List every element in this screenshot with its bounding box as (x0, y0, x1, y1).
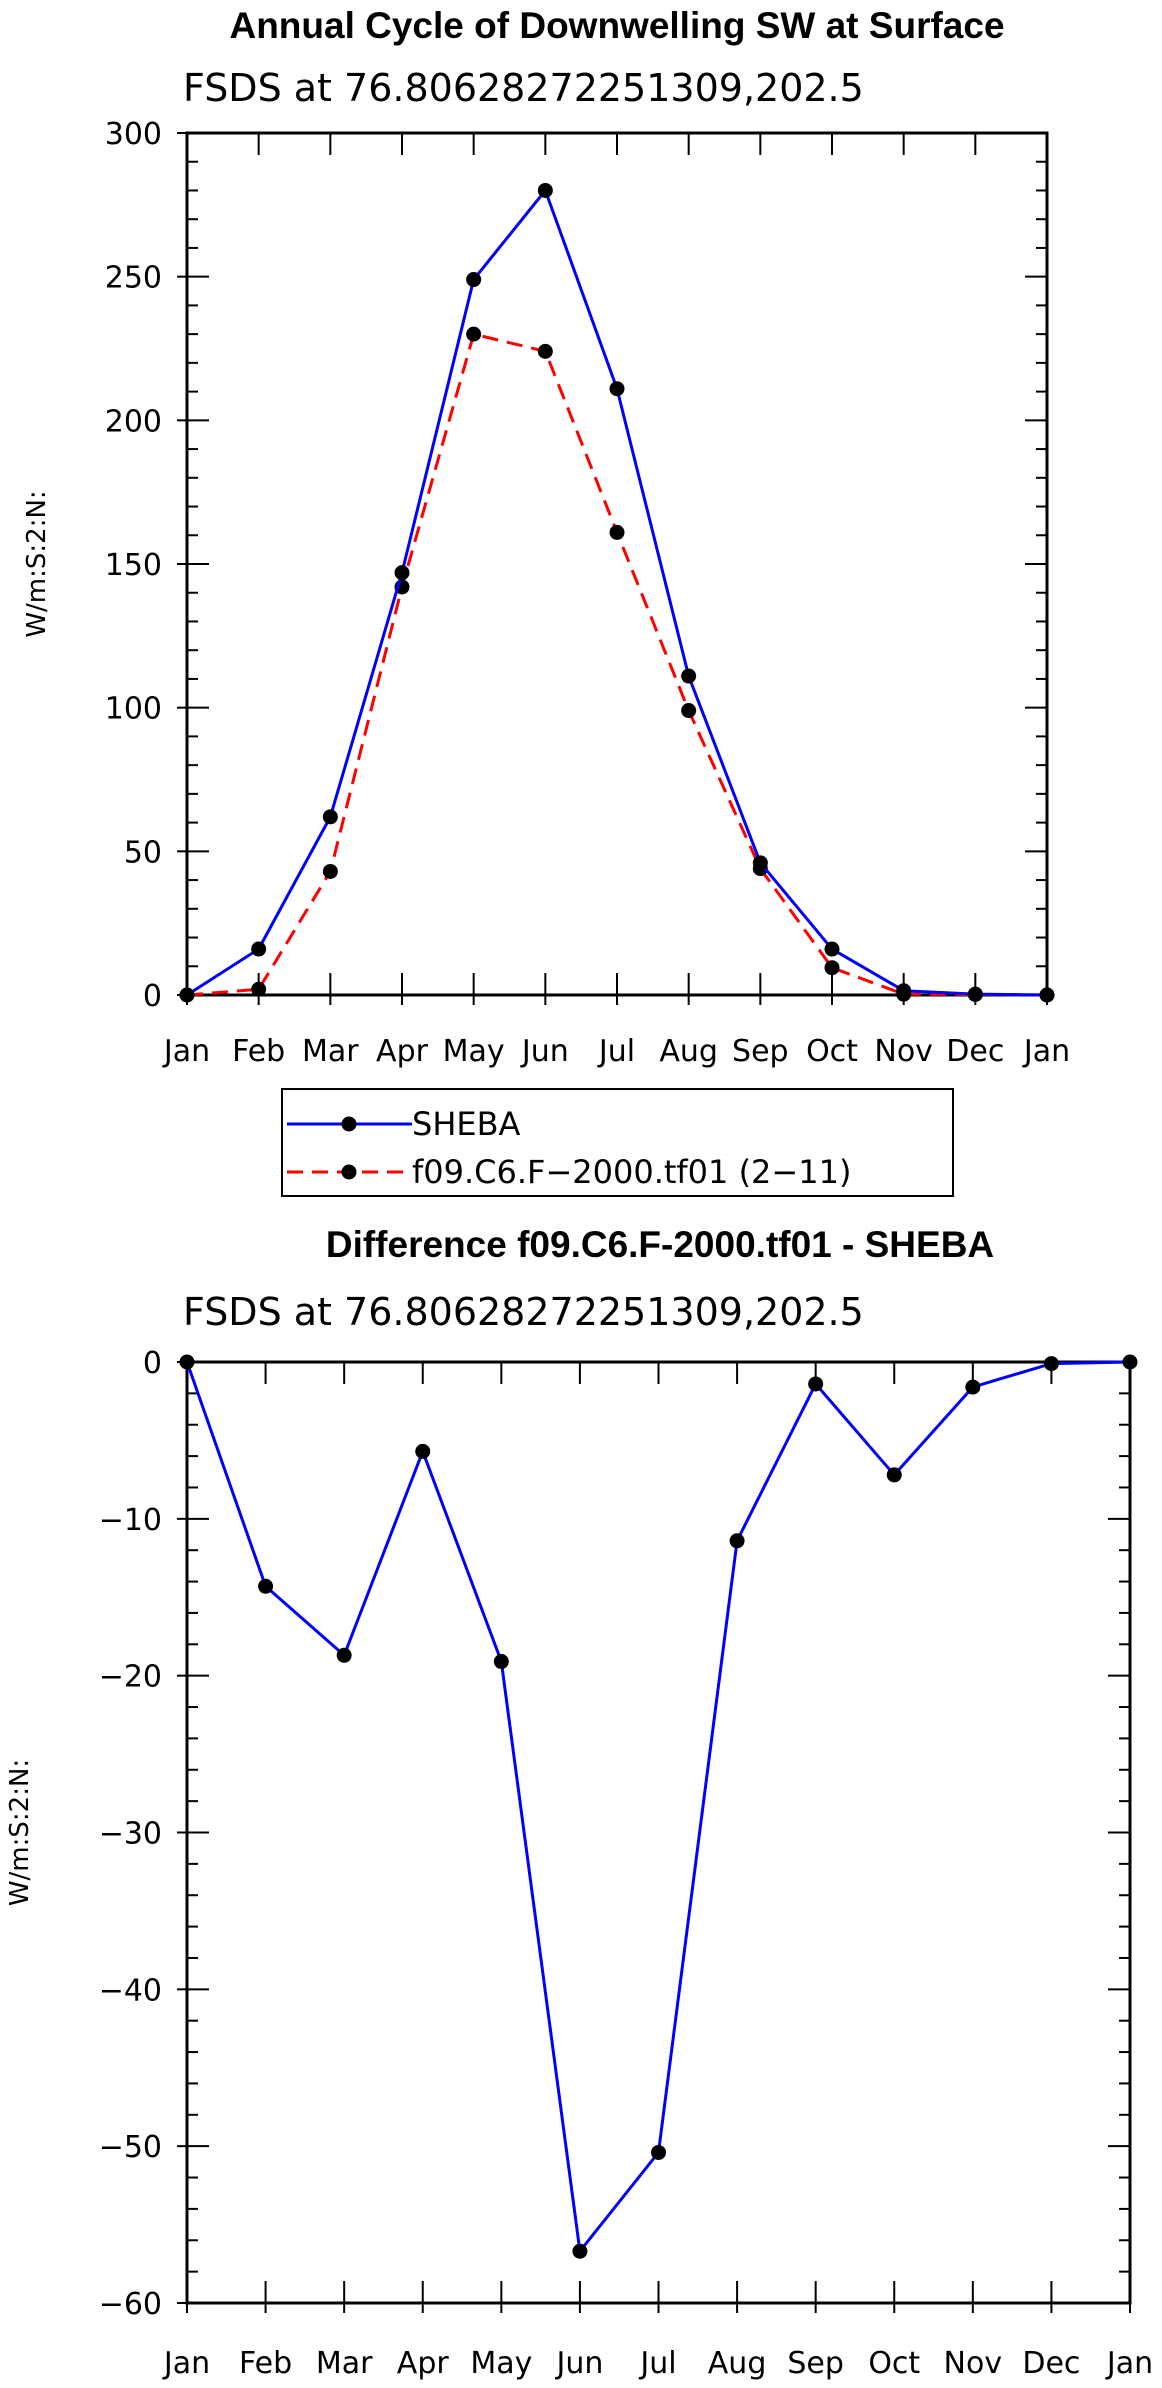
x-tick-label: Apr (397, 2346, 450, 2381)
x-tick-label: Aug (659, 1034, 718, 1069)
y-tick-label: −40 (99, 1973, 162, 2008)
data-point (258, 1578, 274, 1594)
y-tick-label: −50 (99, 2130, 162, 2165)
y-tick-label: 0 (143, 1346, 162, 1381)
x-tick-label: Jul (597, 1034, 635, 1069)
data-point (415, 1443, 431, 1459)
x-tick-label: Mar (302, 1034, 359, 1069)
data-point (965, 1379, 981, 1395)
y-tick-label: 250 (105, 261, 162, 296)
x-tick-label: Jun (520, 1034, 569, 1069)
x-tick-label: Jul (638, 2346, 676, 2381)
data-point (466, 272, 482, 288)
x-tick-label: Feb (239, 2346, 292, 2381)
chart-title: Annual Cycle of Downwelling SW at Surfac… (229, 5, 1004, 46)
x-tick-label: Nov (874, 1034, 933, 1069)
x-tick-label: Jan (162, 1034, 210, 1069)
plot-frame (185, 1360, 1132, 2305)
x-tick-label: Jan (162, 2346, 210, 2381)
y-axis-label: W/m:S:2:N: (5, 1759, 35, 1906)
x-tick-label: Jan (1022, 1034, 1070, 1069)
x-tick-label: Feb (232, 1034, 285, 1069)
x-tick-label: Sep (732, 1034, 789, 1069)
plot-frame (185, 131, 1049, 997)
data-point (609, 524, 625, 540)
y-tick-label: −10 (99, 1503, 162, 1538)
data-point (179, 987, 195, 1003)
y-tick-label: 150 (105, 548, 162, 583)
data-point (681, 703, 697, 719)
y-tick-label: 0 (143, 979, 162, 1014)
data-point (466, 326, 482, 342)
data-point (609, 381, 625, 397)
x-tick-label: Nov (944, 2346, 1003, 2381)
data-point (886, 1467, 902, 1483)
data-point (336, 1647, 352, 1663)
chart-title: Difference f09.C6.F-2000.tf01 - SHEBA (326, 1224, 994, 1265)
y-tick-label: 300 (105, 117, 162, 152)
data-point (1122, 1354, 1138, 1370)
legend-marker (341, 1164, 357, 1180)
y-tick-label: 200 (105, 404, 162, 439)
x-tick-label: Dec (1022, 2346, 1080, 2381)
y-tick-label: −20 (99, 1660, 162, 1695)
series-line-1 (185, 1360, 1131, 2253)
x-tick-label: Apr (376, 1034, 429, 1069)
legend-marker (341, 1116, 357, 1132)
y-tick-label: −60 (99, 2287, 162, 2322)
data-point (896, 983, 912, 999)
data-point (572, 2243, 588, 2259)
data-point (251, 981, 267, 997)
y-tick-label: −30 (99, 1817, 162, 1852)
x-tick-label: Oct (806, 1034, 858, 1069)
legend-entry-1: SHEBA (412, 1105, 521, 1143)
series-line-2 (186, 332, 1048, 997)
series-line-1 (186, 188, 1048, 997)
y-axis-label: W/m:S:2:N: (22, 490, 52, 637)
legend-entry-2: f09.C6.F−2000.tf01 (2−11) (412, 1153, 851, 1191)
legend: SHEBA f09.C6.F−2000.tf01 (2−11) (281, 1088, 954, 1197)
x-tick-label: May (443, 1034, 505, 1069)
chart-1: Annual Cycle of Downwelling SW at Surfac… (22, 5, 1070, 1197)
data-point (729, 1533, 745, 1549)
data-point (537, 182, 553, 198)
data-point (322, 809, 338, 825)
data-point (824, 941, 840, 957)
data-point (251, 941, 267, 957)
y-tick-label: 50 (124, 835, 162, 870)
x-tick-label: Jun (554, 2346, 603, 2381)
y-tick-label: 100 (105, 692, 162, 727)
x-tick-label: Sep (787, 2346, 844, 2381)
chart-2: Difference f09.C6.F-2000.tf01 - SHEBA FSD… (5, 1224, 1153, 2381)
x-tick-label: May (470, 2346, 532, 2381)
x-tick-label: Mar (316, 2346, 373, 2381)
data-point (808, 1376, 824, 1392)
legend-box (281, 1088, 954, 1197)
chart-subtitle: FSDS at 76.80628272251309,202.5 (183, 66, 864, 110)
data-point (493, 1654, 509, 1670)
data-point (1039, 987, 1055, 1003)
x-tick-label: Dec (946, 1034, 1004, 1069)
x-tick-label: Jan (1105, 2346, 1153, 2381)
data-point (322, 863, 338, 879)
data-point (1043, 1356, 1059, 1372)
x-tick-label: Oct (868, 2346, 920, 2381)
data-point (824, 960, 840, 976)
data-point (967, 986, 983, 1002)
data-point (394, 565, 410, 581)
data-point (752, 855, 768, 871)
data-point (537, 343, 553, 359)
data-point (681, 668, 697, 684)
chart-subtitle: FSDS at 76.80628272251309,202.5 (183, 1290, 864, 1334)
data-point (651, 2144, 666, 2160)
x-tick-label: Aug (708, 2346, 767, 2381)
data-point (179, 1354, 195, 1370)
